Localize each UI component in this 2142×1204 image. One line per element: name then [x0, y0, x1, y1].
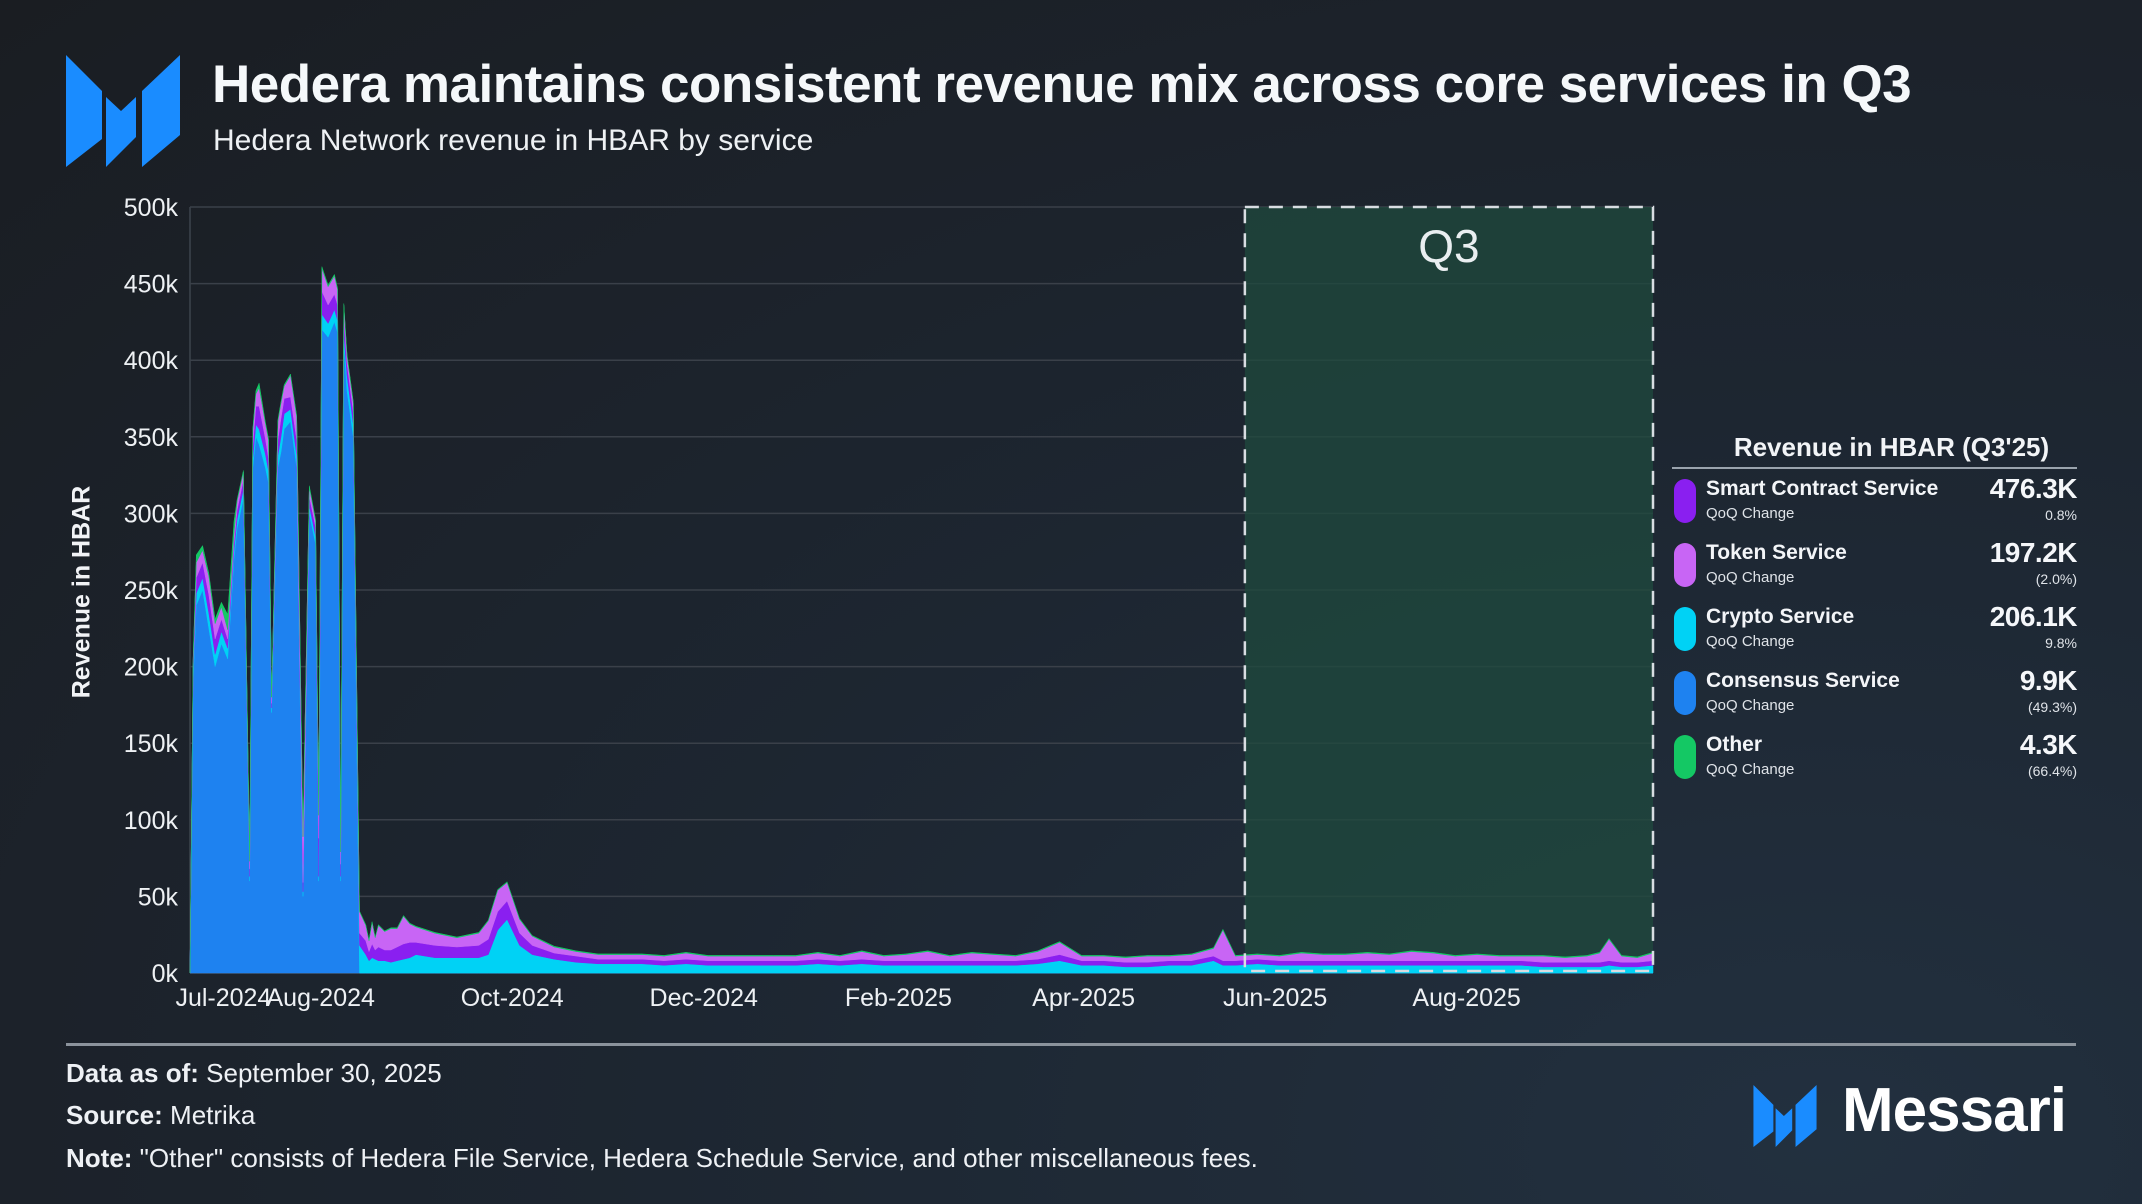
y-tick-label: 300k [124, 500, 179, 528]
legend-item-other: Other QoQ Change 4.3K (66.4%) [1672, 725, 2078, 789]
legend-item-name: Crypto Service [1706, 605, 1855, 628]
legend-item-change: (49.3%) [2027, 699, 2077, 715]
y-tick-label: 200k [124, 654, 179, 682]
x-tick-label: Oct-2024 [461, 984, 564, 1012]
source-value: Metrika [162, 1100, 256, 1130]
x-tick-label: Jun-2025 [1223, 984, 1327, 1012]
y-tick-label: 450k [124, 271, 179, 299]
x-tick-label: Jul-2024 [175, 984, 271, 1012]
legend-item-name: Other [1706, 733, 1763, 756]
note-label: Note: [66, 1143, 133, 1173]
legend-swatch [1674, 543, 1696, 587]
messari-logo-icon [66, 55, 180, 167]
legend-item-change: (2.0%) [2035, 571, 2077, 587]
legend: Revenue in HBAR (Q3'25) Smart Contract S… [1672, 432, 2078, 789]
legend-item-crypto: Crypto Service QoQ Change 206.1K 9.8% [1672, 597, 2078, 661]
data-as-of-label: Data as of: [66, 1058, 199, 1088]
messari-brand-icon [1753, 1085, 1817, 1147]
legend-item-sub: QoQ Change [1706, 505, 1795, 522]
y-tick-label: 400k [124, 347, 179, 375]
data-as-of-value: September 30, 2025 [198, 1058, 442, 1088]
legend-swatch [1674, 479, 1696, 523]
legend-item-value: 476.3K [1989, 473, 2078, 504]
y-tick-label: 0k [152, 960, 179, 988]
legend-item-name: Consensus Service [1706, 669, 1900, 692]
legend-item-name: Token Service [1706, 541, 1847, 564]
y-tick-label: 50k [138, 883, 179, 911]
legend-item-sub: QoQ Change [1706, 761, 1795, 778]
legend-item-smart-contract: Smart Contract Service QoQ Change 476.3K… [1672, 469, 2078, 533]
source-label: Source: [66, 1100, 163, 1130]
legend-swatch [1674, 607, 1696, 651]
legend-item-value: 206.1K [1989, 601, 2078, 632]
y-tick-labels: 0k 50k 100k 150k 200k 250k 300k 350k 400k 450k 500… [124, 194, 179, 988]
y-tick-label: 500k [124, 194, 179, 222]
legend-item-value: 9.9K [2019, 665, 2078, 696]
legend-swatch [1674, 735, 1696, 779]
q3-region-border [1243, 205, 1655, 973]
logo-middle-bar [106, 97, 136, 167]
legend-swatch [1674, 671, 1696, 715]
q3-region [1244, 207, 1653, 973]
y-tick-label: 350k [124, 424, 179, 452]
y-tick-label: 250k [124, 577, 179, 605]
x-tick-label: Aug-2025 [1412, 984, 1520, 1012]
x-tick-label: Feb-2025 [845, 984, 952, 1012]
legend-item-name: Smart Contract Service [1706, 477, 1939, 500]
legend-item-sub: QoQ Change [1706, 633, 1795, 650]
legend-item-change: 9.8% [2045, 635, 2077, 651]
legend-item-change: 0.8% [2045, 507, 2077, 523]
messari-brand: Messari [1752, 1076, 2082, 1147]
q3-highlight [1244, 207, 1653, 973]
legend-item-sub: QoQ Change [1706, 697, 1795, 714]
footer-divider [66, 1043, 2076, 1046]
y-tick-label: 150k [124, 730, 179, 758]
q3-label: Q3 [1418, 220, 1479, 272]
legend-item-change: (66.4%) [2027, 763, 2077, 779]
legend-item-consensus: Consensus Service QoQ Change 9.9K (49.3%… [1672, 661, 2078, 725]
messari-wordmark: Messari [1842, 1076, 2067, 1145]
legend-item-value: 197.2K [1989, 537, 2078, 568]
legend-item-value: 4.3K [2019, 729, 2078, 760]
chart-title: Hedera maintains consistent revenue mix … [212, 55, 1912, 114]
data-as-of: Data as of: September 30, 2025 [66, 1058, 442, 1089]
logo-right-bar [142, 55, 180, 167]
y-tick-label: 100k [124, 807, 179, 835]
note: Note: "Other" consists of Hedera File Se… [66, 1143, 1258, 1174]
x-tick-label: Aug-2024 [267, 984, 376, 1012]
x-tick-label: Dec-2024 [650, 984, 758, 1012]
source: Source: Metrika [66, 1100, 255, 1131]
legend-item-sub: QoQ Change [1706, 569, 1795, 586]
q3-highlight-border: Q3 [1243, 205, 1655, 973]
chart-subtitle: Hedera Network revenue in HBAR by servic… [213, 124, 814, 157]
note-value: "Other" consists of Hedera File Service,… [132, 1143, 1258, 1173]
logo-left-bar [66, 55, 102, 167]
legend-title: Revenue in HBAR (Q3'25) [1672, 432, 2077, 469]
x-tick-label: Apr-2025 [1032, 984, 1135, 1012]
legend-item-token: Token Service QoQ Change 197.2K (2.0%) [1672, 533, 2078, 597]
